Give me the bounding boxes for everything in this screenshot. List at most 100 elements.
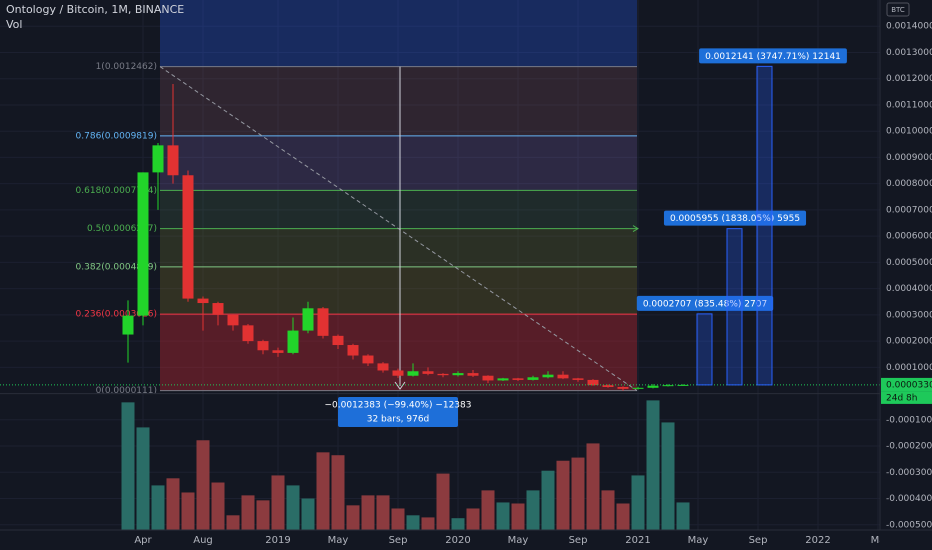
- measure-bars-label: 32 bars, 976d: [367, 415, 430, 425]
- y-tick-label: -0.0005000: [886, 520, 932, 530]
- candle-body: [407, 371, 419, 376]
- y-tick-label: -0.0003000: [886, 468, 932, 478]
- candle-body: [512, 378, 524, 380]
- projection-label-box: [636, 295, 774, 311]
- fib-level-label: 0.786(0.0009819): [76, 131, 157, 141]
- currency-label: BTC: [891, 6, 905, 14]
- candle-body: [662, 385, 674, 387]
- x-tick-label: May: [688, 535, 709, 546]
- volume-bar: [361, 495, 375, 530]
- candle-body: [542, 374, 554, 378]
- volume-bar: [601, 490, 615, 530]
- chart-title: Ontology / Bitcoin, 1M, BINANCE: [6, 3, 184, 16]
- y-tick-label: 0.0004000: [886, 284, 932, 294]
- candle-body: [632, 387, 644, 389]
- candle-body: [437, 373, 449, 376]
- candle-body: [182, 175, 194, 299]
- date-range-box: [160, 0, 637, 67]
- fib-zone: [160, 135, 637, 191]
- volume-bar: [271, 475, 285, 530]
- fib-zone: [160, 266, 637, 315]
- y-tick-label: 0.0002000: [886, 337, 932, 347]
- volume-bar: [166, 478, 180, 530]
- candle-body: [137, 172, 149, 316]
- volume-bar: [526, 490, 540, 530]
- last-price-box: [881, 377, 932, 392]
- candle-body: [332, 335, 344, 346]
- volume-bar: [556, 460, 570, 530]
- candle-body: [212, 303, 224, 315]
- projection-label-box: [699, 48, 847, 64]
- candle-body: [317, 308, 329, 336]
- volume-bar: [451, 518, 465, 530]
- volume-bar: [376, 495, 390, 530]
- volume-bar: [121, 402, 135, 530]
- y-tick-label: -0.0001000: [886, 415, 932, 425]
- x-tick-label: 2022: [805, 535, 830, 546]
- countdown-box: [881, 391, 932, 404]
- fib-level-label: 0.5(0.0006287): [87, 224, 157, 234]
- volume-bar: [511, 503, 525, 530]
- volume-bar: [481, 490, 495, 530]
- x-tick-label: Sep: [389, 535, 408, 546]
- x-tick-label: Ma: [871, 535, 886, 546]
- volume-bar: [346, 505, 360, 530]
- y-tick-label: 0.0001000: [886, 363, 932, 373]
- candle-body: [362, 355, 374, 364]
- volume-bar: [466, 508, 480, 530]
- candle-body: [167, 145, 179, 176]
- candle-body: [482, 375, 494, 381]
- volume-bar: [301, 498, 315, 530]
- y-tick-label: 0.0006000: [886, 232, 932, 242]
- volume-bar: [226, 515, 240, 530]
- y-tick-label: 0.0013000: [886, 48, 932, 58]
- y-tick-label: -0.0004000: [886, 494, 932, 504]
- x-tick-label: Aug: [193, 535, 213, 546]
- fib-level-label: 0(0.0000111): [96, 386, 157, 396]
- volume-bar: [496, 502, 510, 530]
- volume-bar: [616, 503, 630, 530]
- candle-body: [527, 377, 539, 380]
- x-tick-label: 2019: [265, 535, 290, 546]
- candle-body: [152, 145, 164, 173]
- x-tick-label: May: [328, 535, 349, 546]
- last-price-label: 0.0000330: [886, 380, 932, 390]
- candle-body: [302, 308, 314, 331]
- y-tick-label: 0.0009000: [886, 153, 932, 163]
- volume-bar: [211, 482, 225, 530]
- candle-body: [647, 385, 659, 388]
- fib-zone: [160, 314, 637, 391]
- y-tick-label: 0.0014000: [886, 22, 932, 32]
- candle-body: [197, 298, 209, 304]
- projection-box: [756, 65, 773, 386]
- volume-bar: [661, 422, 675, 530]
- price-axis: 0.0014000 0.0013000 0.0012000 0.0011000 0.00…: [0, 0, 932, 531]
- volume-bar: [241, 495, 255, 530]
- candle-body: [557, 374, 569, 379]
- volume-bar: [136, 427, 150, 530]
- candle-body: [467, 373, 479, 376]
- y-tick-label: 0.0012000: [886, 74, 932, 84]
- projection-box: [696, 313, 713, 386]
- y-tick-label: 0.0008000: [886, 179, 932, 189]
- y-tick-label: 0.0003000: [886, 310, 932, 320]
- volume-bar: [256, 500, 270, 530]
- y-tick-label: 0.0007000: [886, 205, 932, 215]
- volume-bar: [391, 508, 405, 530]
- volume-bar: [646, 400, 660, 530]
- fib-level-label: 0.618(0.0007744): [76, 186, 157, 196]
- volume-bar: [406, 515, 420, 530]
- candle-body: [452, 373, 464, 376]
- y-tick-label: -0.0002000: [886, 442, 932, 452]
- volume-bar: [421, 517, 435, 530]
- candle-body: [587, 379, 599, 386]
- candle-body: [497, 378, 509, 381]
- y-tick-label: 0.0005000: [886, 258, 932, 268]
- volume-bar: [286, 485, 300, 530]
- volume-bar: [436, 473, 450, 530]
- trend-line: [159, 66, 638, 392]
- y-tick-label: 0.0011000: [886, 100, 932, 110]
- volume-bar: [541, 470, 555, 530]
- projection-label: 0.0005955 (1838.05%) 5955: [670, 214, 800, 224]
- volume-bar: [316, 452, 330, 530]
